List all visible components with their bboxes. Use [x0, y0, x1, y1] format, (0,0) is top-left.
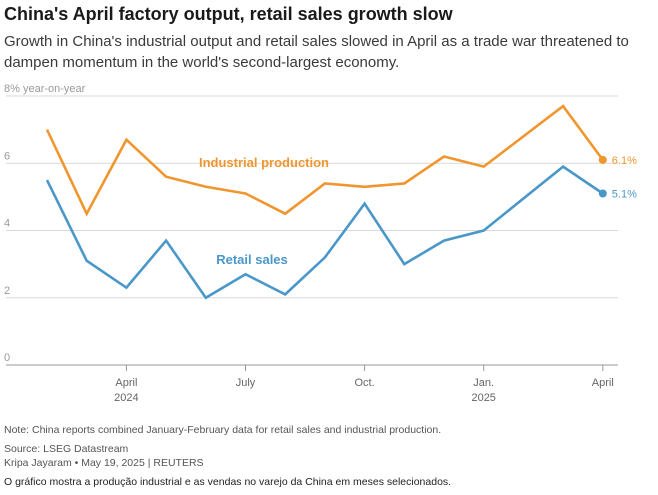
x-tick-year: 2025: [471, 392, 495, 404]
series-end-label: 5.1%: [612, 189, 637, 201]
series-line-retail-sales: [45, 164, 604, 300]
series-end-label: 6.1%: [612, 155, 637, 167]
chart-byline: Kripa Jayaram • May 19, 2025 | REUTERS: [4, 457, 204, 469]
chart-subtitle: Growth in China's industrial output and …: [4, 33, 629, 71]
y-tick-label: 4: [4, 218, 10, 230]
x-tick-label: Jan.: [473, 377, 494, 389]
y-tick-label: 0: [4, 352, 10, 364]
y-tick-label: 6: [4, 150, 10, 162]
series-name-label: Retail sales: [216, 252, 288, 267]
series-end-point: [598, 189, 607, 198]
series-labels: 6.1% Industrial production 5.1% Retail sale…: [199, 155, 637, 267]
line-chart: 8% year-on-year 6 4 2 0 April 2024 July Oct. Jan…: [4, 83, 637, 404]
chart-note: Note: China reports combined January-Feb…: [4, 424, 442, 436]
chart-source: Source: LSEG Datastream: [4, 443, 129, 455]
y-axis-labels: 8% year-on-year 6 4 2 0: [4, 83, 86, 364]
x-tick-label: April: [115, 377, 137, 389]
series-name-label: Industrial production: [199, 155, 329, 170]
x-tick-label: April: [592, 377, 614, 389]
y-tick-label: 2: [4, 285, 10, 297]
series-group: [45, 104, 607, 300]
grid-lines: [6, 95, 618, 366]
y-tick-label: 8% year-on-year: [4, 83, 86, 95]
chart-title: China's April factory output, retail sal…: [4, 4, 453, 24]
x-tick-year: 2024: [114, 392, 138, 404]
series-line-industrial-production: [45, 104, 604, 217]
x-axis: April 2024 July Oct. Jan. 2025 April: [114, 365, 614, 404]
chart-caption: O gráfico mostra a produção industrial e…: [4, 476, 452, 488]
series-end-point: [598, 155, 607, 164]
x-tick-label: Oct.: [355, 377, 375, 389]
x-tick-label: July: [236, 377, 256, 389]
